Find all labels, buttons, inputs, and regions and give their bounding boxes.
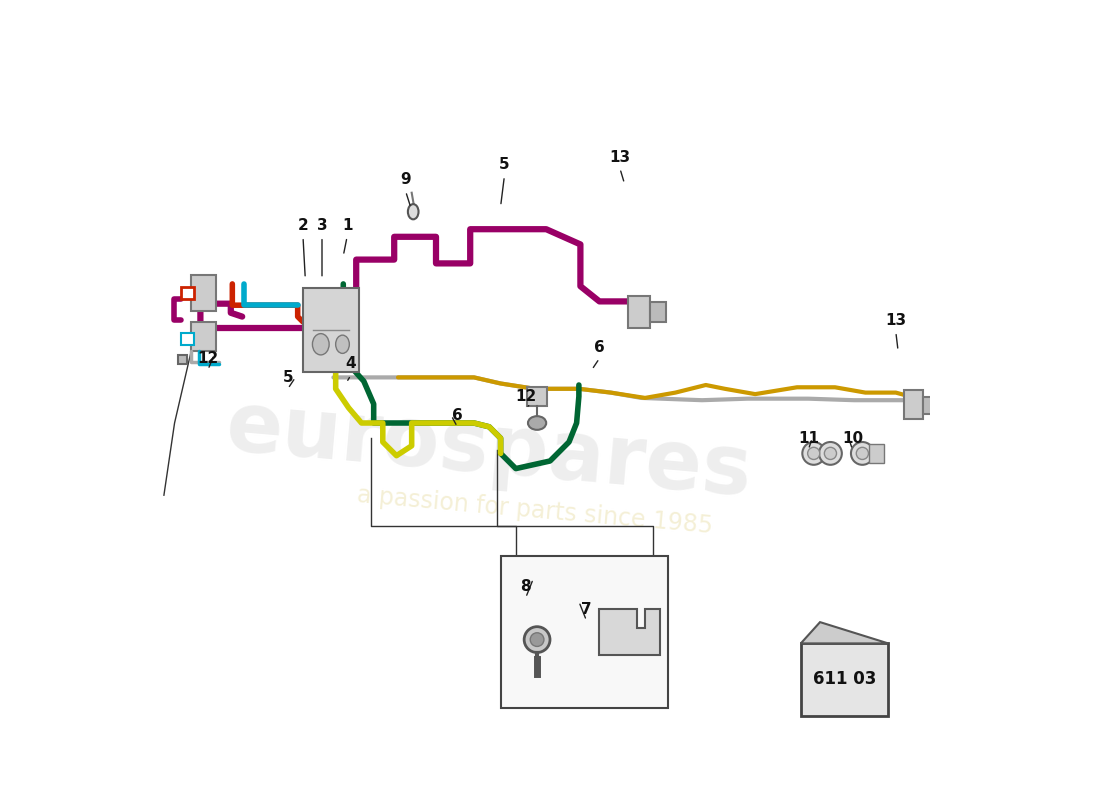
Text: 10: 10 (842, 430, 864, 446)
Text: 5: 5 (499, 157, 509, 172)
Ellipse shape (807, 447, 820, 459)
Ellipse shape (851, 442, 873, 465)
Ellipse shape (312, 334, 329, 355)
Bar (191, 274, 216, 310)
Text: 2: 2 (298, 218, 308, 233)
Ellipse shape (820, 442, 842, 465)
FancyBboxPatch shape (302, 288, 360, 372)
Bar (177, 355, 187, 365)
Text: a passion for parts since 1985: a passion for parts since 1985 (356, 483, 714, 538)
Bar (182, 287, 194, 299)
Text: 8: 8 (520, 579, 531, 594)
Text: 6: 6 (452, 408, 463, 423)
Text: eurospares: eurospares (223, 386, 756, 513)
Text: 611 03: 611 03 (813, 670, 877, 689)
Bar (869, 443, 884, 463)
Text: 13: 13 (886, 313, 906, 328)
Bar (500, 556, 668, 708)
Text: 7: 7 (581, 602, 592, 617)
Text: 4: 4 (345, 356, 356, 371)
Text: 6: 6 (594, 339, 605, 354)
Text: 12: 12 (515, 389, 537, 404)
Bar (801, 643, 888, 715)
Ellipse shape (824, 447, 836, 459)
Ellipse shape (336, 335, 350, 354)
Ellipse shape (408, 204, 418, 219)
Ellipse shape (856, 447, 868, 459)
Bar (904, 390, 923, 419)
Ellipse shape (528, 416, 547, 430)
Bar (628, 296, 650, 328)
Text: 13: 13 (609, 150, 630, 165)
Text: 12: 12 (197, 351, 219, 366)
Text: 9: 9 (400, 172, 411, 187)
Bar (182, 333, 194, 345)
Text: 11: 11 (798, 430, 818, 446)
Polygon shape (600, 610, 660, 654)
Bar (923, 397, 937, 414)
Text: 1: 1 (342, 218, 352, 233)
Text: 3: 3 (317, 218, 328, 233)
Text: 5: 5 (283, 370, 293, 385)
Ellipse shape (525, 626, 550, 653)
Bar (650, 302, 667, 322)
Ellipse shape (530, 633, 543, 646)
Polygon shape (801, 622, 888, 643)
Ellipse shape (802, 442, 825, 465)
Bar (527, 387, 547, 406)
Bar (191, 322, 216, 350)
